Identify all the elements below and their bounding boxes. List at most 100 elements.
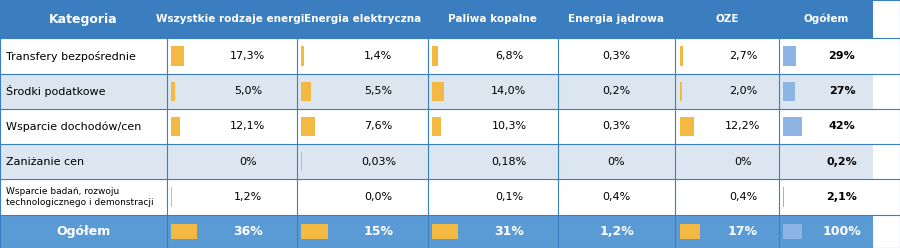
Text: Wsparcie dochodów/cen: Wsparcie dochodów/cen bbox=[6, 121, 141, 132]
FancyBboxPatch shape bbox=[778, 74, 873, 109]
FancyBboxPatch shape bbox=[166, 74, 297, 109]
Text: 0,2%: 0,2% bbox=[602, 86, 631, 96]
FancyBboxPatch shape bbox=[0, 0, 166, 38]
FancyBboxPatch shape bbox=[297, 179, 428, 215]
Text: 17,3%: 17,3% bbox=[230, 51, 266, 61]
FancyBboxPatch shape bbox=[297, 38, 428, 74]
FancyBboxPatch shape bbox=[428, 144, 558, 179]
FancyBboxPatch shape bbox=[171, 82, 175, 101]
FancyBboxPatch shape bbox=[783, 187, 784, 207]
FancyBboxPatch shape bbox=[558, 179, 675, 215]
Text: 0,03%: 0,03% bbox=[361, 157, 396, 167]
FancyBboxPatch shape bbox=[0, 144, 166, 179]
FancyBboxPatch shape bbox=[302, 117, 315, 136]
Text: 0,3%: 0,3% bbox=[602, 51, 631, 61]
FancyBboxPatch shape bbox=[297, 0, 428, 38]
Text: 5,0%: 5,0% bbox=[234, 86, 262, 96]
Text: Kategoria: Kategoria bbox=[49, 13, 118, 26]
Text: 0,4%: 0,4% bbox=[602, 192, 631, 202]
Text: 0,1%: 0,1% bbox=[495, 192, 523, 202]
FancyBboxPatch shape bbox=[675, 144, 778, 179]
FancyBboxPatch shape bbox=[783, 117, 802, 136]
FancyBboxPatch shape bbox=[680, 117, 695, 136]
Text: 0,0%: 0,0% bbox=[364, 192, 392, 202]
FancyBboxPatch shape bbox=[0, 179, 166, 215]
Text: 1,4%: 1,4% bbox=[364, 51, 392, 61]
Text: 0%: 0% bbox=[239, 157, 256, 167]
FancyBboxPatch shape bbox=[680, 224, 700, 239]
FancyBboxPatch shape bbox=[778, 0, 873, 38]
FancyBboxPatch shape bbox=[778, 109, 873, 144]
FancyBboxPatch shape bbox=[428, 0, 558, 38]
FancyBboxPatch shape bbox=[778, 38, 873, 74]
Text: 0,3%: 0,3% bbox=[602, 122, 631, 131]
FancyBboxPatch shape bbox=[558, 109, 675, 144]
Text: 2,0%: 2,0% bbox=[729, 86, 757, 96]
FancyBboxPatch shape bbox=[166, 179, 297, 215]
FancyBboxPatch shape bbox=[166, 109, 297, 144]
FancyBboxPatch shape bbox=[558, 0, 675, 38]
Text: Ogółem: Ogółem bbox=[56, 225, 111, 238]
FancyBboxPatch shape bbox=[297, 215, 428, 248]
Text: 17%: 17% bbox=[728, 225, 758, 238]
FancyBboxPatch shape bbox=[675, 74, 778, 109]
FancyBboxPatch shape bbox=[297, 74, 428, 109]
Text: Środki podatkowe: Środki podatkowe bbox=[6, 85, 106, 97]
FancyBboxPatch shape bbox=[558, 38, 675, 74]
FancyBboxPatch shape bbox=[675, 38, 778, 74]
Text: 36%: 36% bbox=[233, 225, 263, 238]
Text: Energia jądrowa: Energia jądrowa bbox=[569, 14, 664, 24]
FancyBboxPatch shape bbox=[778, 179, 873, 215]
Text: 1,2%: 1,2% bbox=[234, 192, 262, 202]
FancyBboxPatch shape bbox=[0, 74, 166, 109]
FancyBboxPatch shape bbox=[302, 224, 328, 239]
FancyBboxPatch shape bbox=[558, 74, 675, 109]
Text: OZE: OZE bbox=[715, 14, 739, 24]
FancyBboxPatch shape bbox=[558, 144, 675, 179]
FancyBboxPatch shape bbox=[783, 82, 796, 101]
FancyBboxPatch shape bbox=[302, 82, 311, 101]
FancyBboxPatch shape bbox=[680, 46, 683, 66]
FancyBboxPatch shape bbox=[675, 179, 778, 215]
Text: 0%: 0% bbox=[734, 157, 752, 167]
Text: 14,0%: 14,0% bbox=[491, 86, 526, 96]
FancyBboxPatch shape bbox=[428, 109, 558, 144]
FancyBboxPatch shape bbox=[0, 215, 166, 248]
Text: Wsparcie badań, rozwoju
technologicznego i demonstracji: Wsparcie badań, rozwoju technologicznego… bbox=[6, 187, 154, 207]
FancyBboxPatch shape bbox=[428, 179, 558, 215]
Text: Paliwa kopalne: Paliwa kopalne bbox=[448, 14, 537, 24]
Text: 2,7%: 2,7% bbox=[729, 51, 757, 61]
Text: 42%: 42% bbox=[829, 122, 855, 131]
Text: Ogółem: Ogółem bbox=[803, 14, 849, 25]
FancyBboxPatch shape bbox=[783, 224, 802, 239]
Text: Energia elektryczna: Energia elektryczna bbox=[303, 14, 421, 24]
FancyBboxPatch shape bbox=[0, 109, 166, 144]
Text: 100%: 100% bbox=[823, 225, 861, 238]
FancyBboxPatch shape bbox=[171, 224, 197, 239]
Text: 10,3%: 10,3% bbox=[491, 122, 526, 131]
FancyBboxPatch shape bbox=[171, 46, 184, 66]
Text: 0,4%: 0,4% bbox=[729, 192, 757, 202]
FancyBboxPatch shape bbox=[297, 109, 428, 144]
Text: 6,8%: 6,8% bbox=[495, 51, 523, 61]
FancyBboxPatch shape bbox=[680, 82, 682, 101]
Text: 2,1%: 2,1% bbox=[826, 192, 858, 202]
Text: Transfery bezpośrednie: Transfery bezpośrednie bbox=[6, 51, 136, 62]
FancyBboxPatch shape bbox=[302, 46, 304, 66]
Text: 27%: 27% bbox=[829, 86, 855, 96]
FancyBboxPatch shape bbox=[166, 0, 297, 38]
FancyBboxPatch shape bbox=[675, 0, 778, 38]
Text: Zaniżanie cen: Zaniżanie cen bbox=[6, 157, 85, 167]
FancyBboxPatch shape bbox=[675, 109, 778, 144]
FancyBboxPatch shape bbox=[0, 38, 166, 74]
FancyBboxPatch shape bbox=[432, 46, 437, 66]
FancyBboxPatch shape bbox=[675, 215, 778, 248]
Text: Wszystkie rodzaje energii: Wszystkie rodzaje energii bbox=[156, 14, 308, 24]
Text: 12,2%: 12,2% bbox=[725, 122, 760, 131]
FancyBboxPatch shape bbox=[428, 215, 558, 248]
FancyBboxPatch shape bbox=[428, 74, 558, 109]
Text: 31%: 31% bbox=[494, 225, 524, 238]
Text: 29%: 29% bbox=[829, 51, 855, 61]
FancyBboxPatch shape bbox=[778, 144, 873, 179]
Text: 0%: 0% bbox=[608, 157, 625, 167]
